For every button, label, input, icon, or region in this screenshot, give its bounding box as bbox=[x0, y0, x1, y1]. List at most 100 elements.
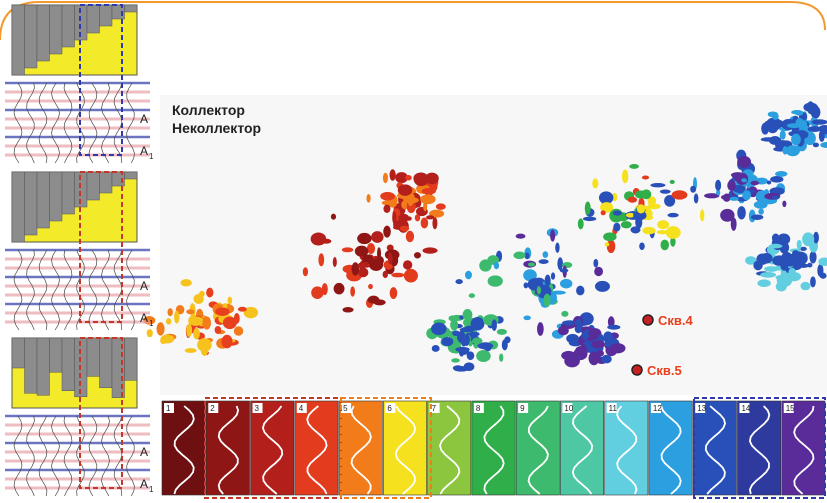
blob bbox=[813, 232, 819, 244]
blob bbox=[657, 220, 669, 229]
blob bbox=[564, 355, 580, 368]
blob bbox=[186, 309, 194, 314]
legend-swatch bbox=[560, 401, 603, 495]
bar-gray bbox=[62, 172, 75, 214]
blob bbox=[166, 318, 171, 324]
well-marker bbox=[632, 365, 642, 375]
blob bbox=[469, 293, 475, 298]
wiggle bbox=[14, 250, 22, 330]
blob bbox=[591, 340, 605, 348]
blob bbox=[180, 279, 191, 286]
legend-number: 7 bbox=[432, 404, 437, 413]
blob bbox=[667, 213, 678, 218]
blob bbox=[758, 208, 764, 214]
legend-number: 11 bbox=[609, 404, 618, 413]
wiggle bbox=[102, 250, 110, 330]
blob bbox=[817, 264, 823, 277]
blob bbox=[791, 134, 801, 146]
blob bbox=[499, 354, 503, 362]
blob bbox=[770, 176, 783, 183]
blob bbox=[426, 215, 434, 219]
legend-number: 6 bbox=[387, 404, 392, 413]
blob bbox=[459, 348, 464, 356]
blob bbox=[560, 279, 572, 289]
wiggle bbox=[52, 250, 60, 330]
blob bbox=[406, 231, 414, 242]
blob bbox=[488, 275, 503, 286]
blob bbox=[551, 291, 566, 295]
wiggle bbox=[14, 416, 22, 496]
wiggle bbox=[127, 416, 135, 496]
blob bbox=[672, 190, 688, 199]
horizon-label: A bbox=[140, 112, 148, 126]
blob bbox=[371, 231, 383, 243]
blob bbox=[390, 169, 396, 181]
wiggle bbox=[39, 416, 47, 496]
blob bbox=[463, 309, 473, 320]
bar-gray bbox=[100, 172, 113, 193]
blob bbox=[380, 192, 395, 201]
blob bbox=[311, 286, 323, 299]
blob bbox=[167, 308, 172, 316]
blob bbox=[751, 214, 763, 220]
blob bbox=[206, 288, 213, 298]
wiggle bbox=[114, 250, 122, 330]
left-panels: AA1AA1AA1 bbox=[5, 5, 154, 496]
blob bbox=[730, 197, 739, 201]
blob bbox=[731, 217, 737, 231]
blob bbox=[453, 365, 463, 370]
blob bbox=[566, 334, 579, 343]
blob bbox=[777, 274, 792, 287]
legend-number: 13 bbox=[697, 404, 706, 413]
blob bbox=[574, 320, 581, 325]
blob bbox=[760, 272, 776, 278]
horizon-label: A bbox=[140, 311, 148, 325]
blob bbox=[194, 317, 203, 323]
legend-swatch bbox=[782, 401, 825, 495]
legend-number: 8 bbox=[476, 404, 481, 413]
well-label: Скв.5 bbox=[647, 363, 682, 378]
blob bbox=[350, 286, 355, 296]
blob bbox=[603, 331, 613, 343]
legend-number: 12 bbox=[653, 404, 662, 413]
bar-gray bbox=[62, 338, 75, 391]
blob bbox=[513, 251, 525, 259]
bar-gray bbox=[50, 172, 63, 221]
map-label: Коллектор bbox=[172, 102, 245, 118]
legend-swatch bbox=[339, 401, 382, 495]
blob bbox=[420, 194, 435, 204]
well-label: Скв.4 bbox=[658, 313, 693, 328]
legend-swatch bbox=[693, 401, 736, 495]
blob bbox=[793, 251, 808, 265]
blob bbox=[383, 271, 388, 278]
wiggle bbox=[64, 416, 72, 496]
blob bbox=[492, 319, 497, 331]
blob bbox=[455, 279, 462, 284]
legend-swatch bbox=[295, 401, 338, 495]
blob bbox=[472, 337, 482, 344]
blob bbox=[715, 180, 721, 191]
blob bbox=[750, 181, 759, 186]
blob bbox=[545, 275, 551, 287]
bar-gray bbox=[87, 338, 100, 376]
blob bbox=[227, 297, 232, 305]
blob bbox=[537, 286, 541, 294]
wiggle bbox=[64, 250, 72, 330]
wiggle bbox=[89, 416, 97, 496]
legend-swatch bbox=[737, 401, 780, 495]
blob bbox=[451, 358, 460, 362]
blob bbox=[803, 102, 817, 112]
blob bbox=[585, 202, 591, 215]
blob bbox=[597, 350, 602, 357]
legend-number: 3 bbox=[255, 404, 260, 413]
blob bbox=[367, 243, 375, 254]
blob bbox=[756, 253, 768, 264]
blob bbox=[383, 173, 388, 183]
blob bbox=[398, 184, 413, 195]
blob bbox=[318, 253, 324, 266]
legend-swatch bbox=[428, 401, 471, 495]
blob bbox=[780, 130, 786, 139]
blob bbox=[331, 214, 336, 220]
blob bbox=[390, 287, 398, 299]
blob bbox=[543, 294, 550, 307]
